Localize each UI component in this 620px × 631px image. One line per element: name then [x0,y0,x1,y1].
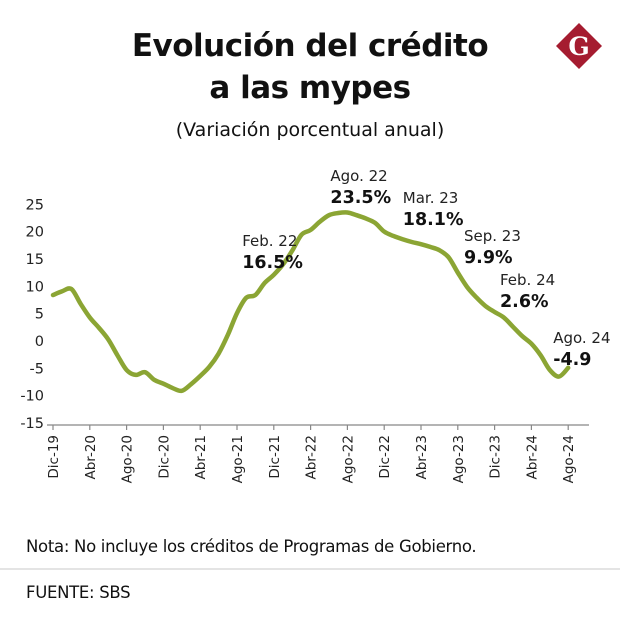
annotation-value: 23.5% [330,188,391,208]
source-credit: FUENTE: SBS [26,583,131,602]
annotation-month: Feb. 24 [500,271,555,289]
annotation-month: Feb. 22 [242,232,297,250]
annotation-month: Ago. 24 [553,329,610,347]
y-tick-label: 5 [35,307,44,323]
x-tick-label: Ago-22 [340,435,356,483]
x-tick-label: Dic-23 [488,435,504,479]
chart-title-line-2: a las mypes [209,70,411,106]
annotation-value: 16.5% [242,253,303,273]
x-tick-label: Ago-21 [230,435,246,483]
x-tick-label: Dic-19 [46,435,62,479]
y-tick-label: 15 [26,252,44,268]
annotation-value: 9.9% [464,248,513,268]
annotation-month: Sep. 23 [464,227,521,245]
y-axis: 25 20 15 10 5 0 -5 -10 -15 [20,197,44,432]
annotations: Feb. 22 16.5% Ago. 22 23.5% Mar. 23 18.1%Sep.… [242,167,610,370]
x-tick-label: Abr-21 [193,435,209,480]
annotation-value: 18.1% [403,210,464,230]
annotation-month: Ago. 22 [330,167,387,185]
x-tick-label: Ago-24 [561,435,577,483]
y-tick-label: 10 [26,279,44,295]
y-tick-label: -5 [30,361,44,377]
x-tick-label: Abr-24 [524,435,540,480]
footer-divider [0,568,620,570]
y-tick-label: -10 [20,389,44,405]
x-tick-label: Dic-22 [377,435,393,479]
x-tick-label: Dic-21 [267,435,283,479]
logo-diamond [556,23,602,69]
gestion-logo-icon: G [556,23,602,69]
footnote: Nota: No incluye los créditos de Program… [26,537,477,556]
y-tick-label: 25 [26,197,44,213]
chart-title-line-1: Evolución del crédito [131,28,489,64]
x-axis: Dic-19 Abr-20 Ago-20 Dic-20 Abr-21 Ago-21 Dic-… [46,424,589,483]
y-tick-label: -15 [20,416,44,432]
logo-letter: G [568,32,589,61]
y-tick-label: 0 [35,334,44,350]
series-line [50,210,571,394]
y-tick-label: 20 [26,225,44,241]
annotation-value: -4.9 [553,350,591,370]
chart-subtitle: (Variación porcentual anual) [175,119,445,141]
x-tick-label: Abr-23 [414,435,430,480]
x-tick-label: Dic-20 [156,435,172,479]
x-tick-label: Abr-20 [83,435,99,480]
annotation-value: 2.6% [500,292,549,312]
x-tick-label: Ago-20 [120,435,136,483]
x-tick-label: Abr-22 [304,435,320,480]
x-tick-label: Ago-23 [451,435,467,483]
annotation-month: Mar. 23 [403,189,459,207]
